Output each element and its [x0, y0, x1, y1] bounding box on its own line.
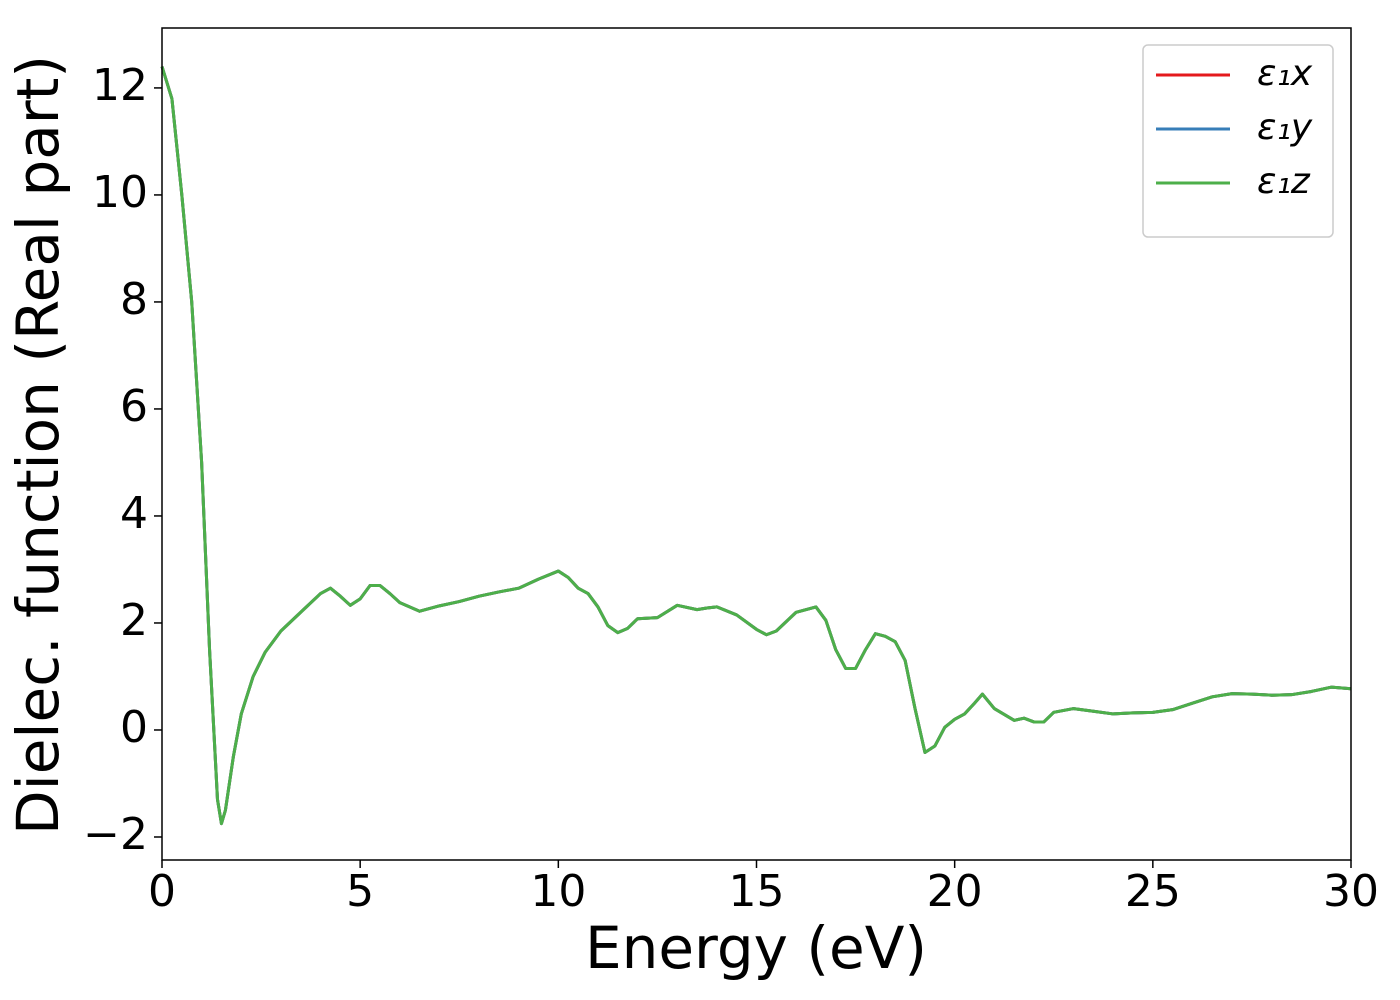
- x-tick-label: 15: [729, 866, 785, 917]
- x-tick-label: 30: [1323, 866, 1379, 917]
- plot-frame: [161, 27, 1352, 861]
- y-tick-label: 0: [120, 702, 148, 753]
- y-tick-label: 8: [120, 274, 148, 325]
- y-tick-label: −2: [83, 809, 148, 860]
- y-tick-label: 6: [120, 381, 148, 432]
- x-axis-label: Energy (eV): [585, 914, 927, 982]
- x-tick-label: 25: [1125, 866, 1181, 917]
- legend-label: ε₁z: [1257, 161, 1311, 202]
- legend-label: ε₁y: [1257, 107, 1313, 148]
- y-tick-label: 2: [120, 595, 148, 646]
- x-tick-label: 20: [927, 866, 983, 917]
- legend-label: ε₁x: [1257, 53, 1313, 94]
- x-tick-label: 10: [530, 866, 586, 917]
- y-tick-label: 12: [92, 60, 148, 111]
- y-tick-label: 10: [92, 167, 148, 218]
- x-tick-label: 5: [346, 866, 374, 917]
- y-tick-label: 4: [120, 488, 148, 539]
- y-axis-label: Dielec. function (Real part): [4, 55, 72, 835]
- legend-box: [1142, 44, 1334, 238]
- x-tick-label: 0: [148, 866, 176, 917]
- line-series: [160, 66, 1352, 826]
